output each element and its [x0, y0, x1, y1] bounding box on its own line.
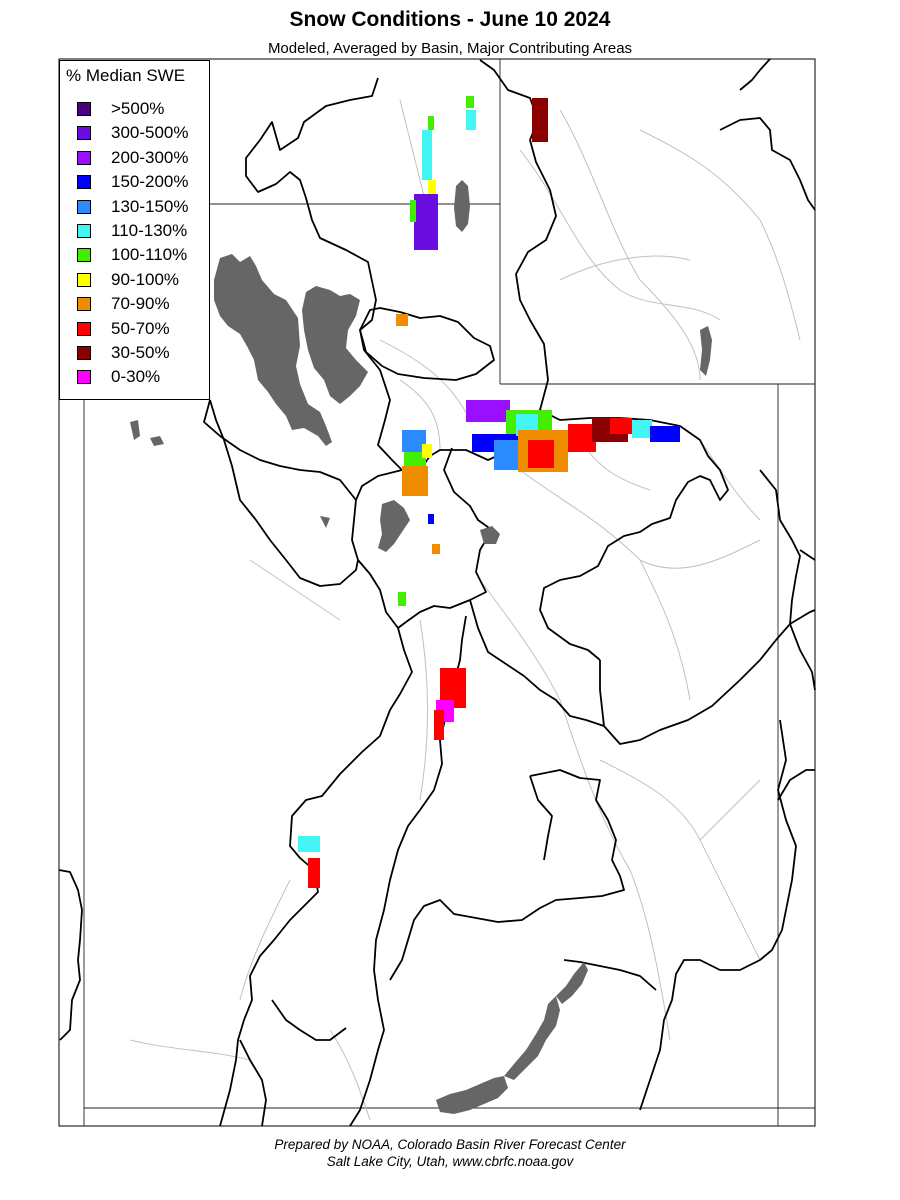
- legend: % Median SWE >500% 300-500% 200-300% 150-20…: [59, 60, 210, 400]
- snow-patch-50-70: [568, 424, 596, 452]
- legend-swatch: [77, 199, 91, 214]
- snow-patch-100-110: [466, 96, 474, 108]
- legend-label: 30-50%: [111, 343, 170, 362]
- legend-label: 70-90%: [111, 294, 170, 314]
- snow-patch-130-150: [402, 430, 426, 452]
- snow-data-patches: [298, 96, 680, 888]
- map-subtitle: Modeled, Averaged by Basin, Major Contri…: [267, 40, 633, 57]
- legend-label: 100-110%: [111, 245, 188, 265]
- legend-swatch: [77, 297, 91, 312]
- legend-label: >500%: [111, 99, 165, 118]
- legend-swatch: [77, 175, 91, 190]
- legend-label: 90-100%: [111, 269, 180, 289]
- legend-label: 0-30%: [111, 367, 161, 387]
- snow-patch-200-300: [466, 400, 510, 422]
- map-border: [58, 58, 816, 1127]
- great-salt-lake: [214, 254, 332, 446]
- snow-patch-100-110: [404, 452, 426, 466]
- legend-swatch: [77, 150, 91, 165]
- legend-item: 100-110%: [77, 243, 187, 267]
- snow-patch-150-200: [428, 514, 434, 524]
- snow-patch-300-500: [414, 194, 438, 250]
- snow-patch-150-200: [650, 426, 680, 442]
- legend-swatch: [77, 370, 91, 385]
- snow-patch-110-130: [422, 130, 432, 180]
- snow-patch-50-70: [308, 858, 320, 888]
- legend-item: 200-300%: [77, 146, 189, 170]
- footer-location: Salt Lake City, Utah, www.cbrfc.noaa.gov: [326, 1154, 574, 1169]
- legend-item: 130-150%: [77, 195, 189, 219]
- snow-patch-100-110: [428, 116, 434, 130]
- bear-lake: [454, 180, 470, 232]
- legend-item: 150-200%: [77, 170, 189, 194]
- legend-swatch: [77, 224, 91, 238]
- snow-patch-70-90: [402, 466, 428, 496]
- legend-title: % Median SWE: [66, 66, 186, 85]
- legend-swatch: [77, 102, 91, 116]
- footer-credit: Prepared by NOAA, Colorado Basin River F…: [274, 1137, 626, 1152]
- snow-patch-130-150: [494, 440, 518, 470]
- snow-patch-90-100: [422, 444, 432, 458]
- snow-patch-90-100: [428, 180, 436, 194]
- legend-label: 300-500%: [111, 123, 189, 143]
- snow-patch-110-130: [632, 420, 652, 438]
- snow-patch-30-50: [532, 98, 548, 142]
- legend-item: 50-70%: [77, 317, 170, 341]
- legend-item: >500%: [77, 97, 164, 121]
- legend-item: 70-90%: [77, 292, 170, 316]
- snow-patch-50-70: [528, 440, 554, 468]
- snow-patch-70-90: [432, 544, 440, 554]
- legend-label: 50-70%: [111, 318, 170, 338]
- legend-swatch: [77, 272, 91, 287]
- legend-item: 110-130%: [77, 219, 187, 243]
- snow-patch-110-130: [298, 836, 320, 852]
- legend-label: 150-200%: [111, 172, 189, 192]
- legend-item: 300-500%: [77, 121, 189, 145]
- legend-label: 110-130%: [111, 221, 188, 240]
- basin-boundaries: [58, 58, 816, 1127]
- legend-item: 0-30%: [77, 365, 160, 389]
- snow-patch-100-110: [410, 200, 416, 222]
- legend-swatch: [77, 321, 91, 336]
- rivers: [129, 99, 801, 1121]
- snow-patch-70-90: [396, 314, 408, 326]
- map-title: Snow Conditions - June 10 2024: [289, 8, 611, 31]
- legend-item: 30-50%: [77, 341, 170, 365]
- snow-patch-50-70: [610, 418, 632, 434]
- legend-swatch: [77, 346, 91, 360]
- legend-label: 130-150%: [111, 196, 189, 216]
- snow-patch-110-130: [466, 110, 476, 130]
- legend-item: 90-100%: [77, 268, 179, 292]
- legend-swatch: [77, 126, 91, 141]
- utah-lake: [378, 500, 410, 552]
- legend-label: 200-300%: [111, 147, 189, 167]
- snow-patch-100-110: [398, 592, 406, 606]
- lakes: [130, 180, 712, 1114]
- legend-swatch: [77, 248, 91, 263]
- snow-patch-50-70: [434, 710, 444, 740]
